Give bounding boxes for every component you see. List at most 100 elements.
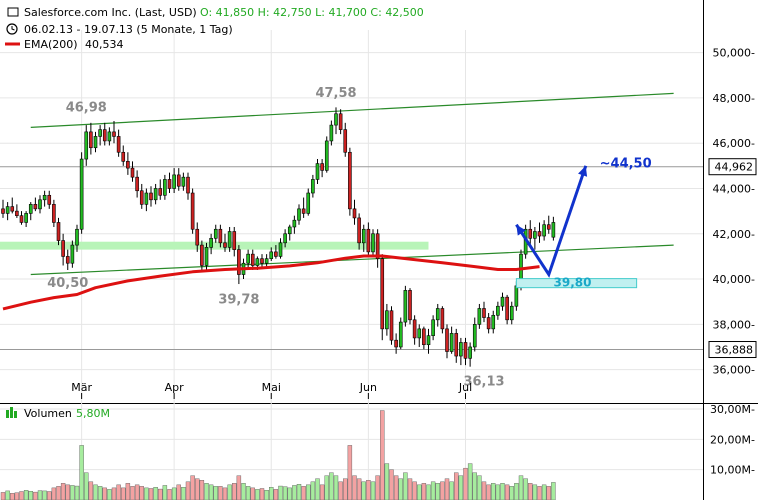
volume-bar — [546, 486, 551, 500]
volume-bar — [97, 486, 103, 500]
candle-body — [394, 339, 398, 348]
candle-body — [135, 176, 139, 192]
candle-body — [445, 328, 449, 352]
volume-bar — [440, 481, 445, 500]
candle-body — [486, 317, 491, 330]
candle-body — [297, 208, 301, 221]
candle-body — [121, 151, 126, 162]
candle-body — [52, 204, 56, 223]
support-zone — [0, 241, 429, 250]
candle-body — [348, 151, 352, 210]
candle-body — [232, 231, 237, 250]
volume-bar — [167, 489, 172, 500]
volume-bar — [79, 445, 84, 500]
volume-bar — [204, 483, 209, 500]
volume-bar — [407, 478, 413, 500]
candle-body — [61, 240, 65, 257]
volume-bar — [158, 488, 163, 500]
ema-line-group — [2, 254, 540, 311]
volume-bar — [389, 469, 394, 500]
volume-bar — [315, 478, 320, 500]
volume-bar — [264, 490, 269, 500]
volume-bar — [185, 481, 191, 500]
candle-body — [491, 314, 496, 330]
volume-tick-label: 10,00M- — [710, 464, 755, 477]
month-axis: Mär Apr Mai Jun Jul — [71, 381, 472, 399]
candle-body — [528, 228, 533, 239]
volume-bar — [51, 487, 57, 500]
candle-body — [223, 242, 227, 248]
volume-bar — [287, 487, 292, 500]
volume-bar — [116, 484, 121, 500]
candle-body — [5, 206, 10, 214]
volume-bar — [495, 484, 501, 500]
candle-body — [98, 129, 102, 137]
volume-bar — [227, 484, 232, 500]
volume-bar — [0, 492, 6, 500]
candle-body — [380, 258, 385, 330]
volume-bar — [37, 490, 43, 500]
candle-body — [163, 179, 167, 196]
forecast-path — [515, 165, 588, 278]
candle-body — [42, 194, 47, 201]
volume-bar — [144, 487, 149, 500]
candle-body — [514, 285, 519, 307]
ema-line — [2, 254, 540, 311]
volume-bar — [181, 487, 186, 500]
candle-body — [389, 310, 394, 341]
candle-body — [65, 256, 70, 264]
volume-bar — [435, 483, 440, 500]
candle-body — [38, 199, 42, 210]
candle-body — [440, 308, 445, 330]
candle-body — [126, 161, 130, 169]
candle-body — [412, 319, 417, 339]
month-label: Mär — [71, 381, 92, 394]
candle-body — [459, 342, 463, 357]
candle-body — [1, 208, 5, 214]
volume-bar — [259, 488, 265, 500]
candle-body — [533, 231, 537, 239]
candle-body — [482, 308, 486, 318]
volume-bar — [412, 481, 417, 500]
volume-bar — [250, 487, 255, 500]
price-axis: 50,000- 48,000- 46,000- 44,000- 42,000- 40,00… — [713, 47, 755, 377]
candle-body — [75, 228, 79, 246]
candle-body — [246, 253, 250, 264]
candle-body — [454, 333, 459, 357]
pivot-label: 46,98 — [66, 101, 107, 116]
volume-bar — [467, 463, 473, 500]
volume-bar — [190, 475, 195, 500]
candle-body — [204, 247, 209, 266]
volume-bar — [33, 491, 38, 500]
candle-body — [172, 174, 176, 189]
volume-bar — [245, 486, 251, 500]
volume-bar — [361, 481, 366, 500]
candle-body — [306, 192, 311, 214]
volume-bar — [306, 484, 311, 500]
volume-bar — [19, 491, 24, 500]
candle-body — [186, 176, 190, 194]
volume-bar — [491, 483, 496, 500]
volume-bar — [514, 483, 519, 500]
trend-channel — [30, 92, 674, 276]
volume-bar — [278, 485, 283, 500]
candle-body — [89, 131, 93, 149]
candle-body — [334, 113, 338, 126]
title-marker — [7, 7, 19, 17]
volume-bar — [463, 467, 468, 500]
candle-body — [144, 192, 149, 205]
candle-body — [33, 204, 38, 210]
volume-bar — [84, 472, 89, 500]
volume-bar — [148, 488, 154, 500]
forecast-target-label: ~44,50 — [600, 157, 652, 172]
level-value-label: 36,888 — [715, 344, 754, 357]
volume-bar — [417, 484, 422, 500]
volume-bar — [347, 445, 353, 500]
volume-tick-label: 30,00M- — [710, 403, 755, 416]
volume-bar — [472, 472, 477, 500]
volume-bar — [324, 475, 329, 500]
volume-bar — [222, 487, 228, 500]
volume-bar — [301, 486, 306, 500]
volume-bar — [241, 483, 246, 500]
